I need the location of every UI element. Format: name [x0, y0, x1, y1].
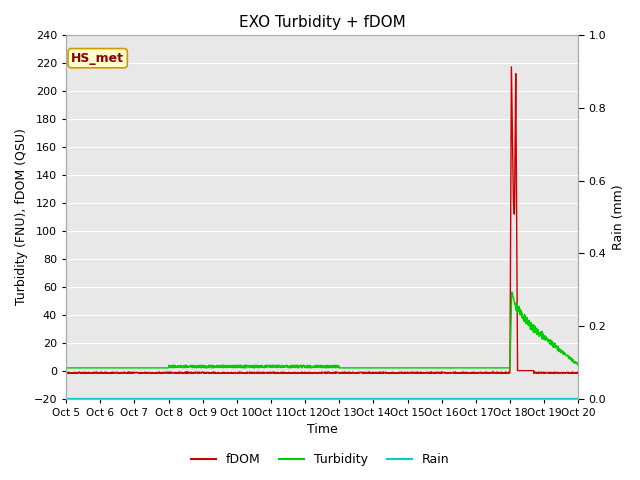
fDOM	[560, 370, 568, 375]
Turbidity	[560, 351, 568, 357]
Title: EXO Turbidity + fDOM: EXO Turbidity + fDOM	[239, 15, 406, 30]
fDOM	[298, 371, 305, 376]
Turbidity	[311, 363, 319, 369]
fDOM	[465, 370, 473, 376]
fDOM	[311, 370, 319, 375]
Turbidity	[465, 365, 473, 371]
Rain	[88, 396, 96, 401]
fDOM	[88, 370, 96, 376]
Text: HS_met: HS_met	[71, 52, 124, 65]
Legend: fDOM, Turbidity, Rain: fDOM, Turbidity, Rain	[186, 448, 454, 471]
Rain	[559, 396, 567, 401]
Turbidity	[298, 365, 305, 371]
Rain	[575, 396, 582, 401]
Rain	[311, 396, 319, 401]
Turbidity	[559, 349, 567, 355]
fDOM	[575, 370, 582, 376]
fDOM	[62, 370, 70, 376]
Rain	[559, 396, 567, 401]
fDOM	[508, 64, 515, 70]
Rain	[298, 396, 305, 401]
Turbidity	[62, 365, 70, 371]
Turbidity	[88, 365, 96, 371]
Y-axis label: Rain (mm): Rain (mm)	[612, 184, 625, 250]
fDOM	[554, 371, 562, 376]
Turbidity	[508, 289, 516, 295]
Y-axis label: Turbidity (FNU), fDOM (QSU): Turbidity (FNU), fDOM (QSU)	[15, 129, 28, 305]
X-axis label: Time: Time	[307, 423, 337, 436]
Line: fDOM: fDOM	[66, 67, 579, 373]
Rain	[465, 396, 473, 401]
Line: Turbidity: Turbidity	[66, 292, 579, 368]
fDOM	[560, 370, 568, 375]
Turbidity	[575, 362, 582, 368]
Rain	[62, 396, 70, 401]
